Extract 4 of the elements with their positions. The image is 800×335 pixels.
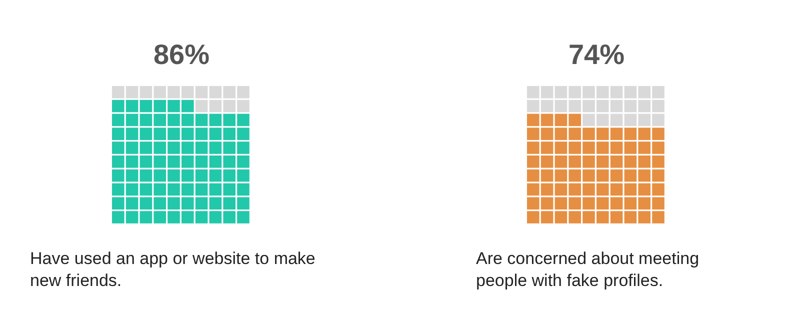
text: Are concerned about meeting people with fake profiles. xyxy=(476,249,700,290)
text: Have used an app or website to make new friends. xyxy=(30,249,316,290)
data-label: 74% xyxy=(568,39,625,70)
data-label: 86% xyxy=(153,39,210,70)
